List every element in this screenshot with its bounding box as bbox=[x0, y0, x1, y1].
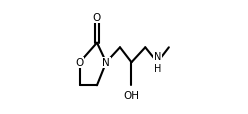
Text: N
H: N H bbox=[154, 52, 161, 73]
Text: O: O bbox=[93, 13, 101, 23]
Text: OH: OH bbox=[124, 90, 139, 100]
Text: O: O bbox=[76, 58, 84, 68]
Text: N: N bbox=[102, 58, 110, 68]
